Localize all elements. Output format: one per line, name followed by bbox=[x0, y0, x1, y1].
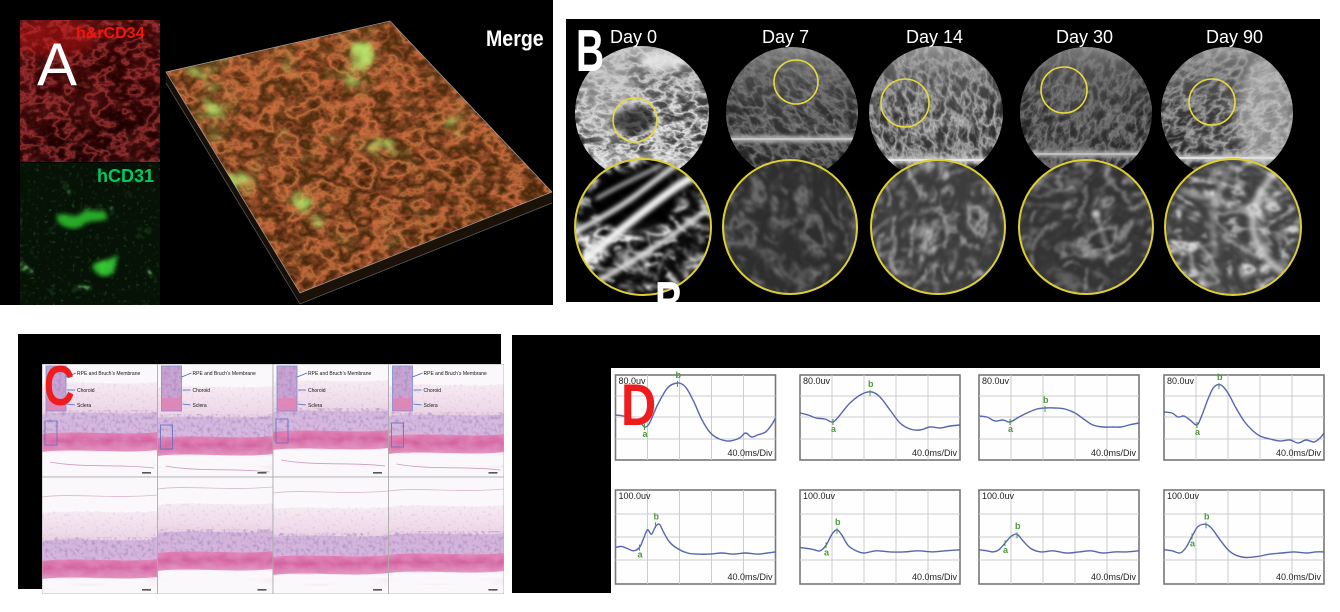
svg-text:Sclera: Sclera bbox=[308, 403, 322, 409]
svg-text:100.0uv: 100.0uv bbox=[619, 491, 652, 501]
svg-text:b: b bbox=[868, 379, 874, 389]
svg-text:80.0uv: 80.0uv bbox=[1167, 376, 1195, 386]
svg-text:40.0ms/Div: 40.0ms/Div bbox=[727, 448, 773, 458]
svg-text:b: b bbox=[1043, 395, 1049, 405]
svg-text:Choroid: Choroid bbox=[77, 388, 95, 394]
svg-text:a: a bbox=[824, 547, 830, 557]
svg-text:a: a bbox=[1003, 545, 1009, 555]
svg-text:80.0uv: 80.0uv bbox=[803, 376, 831, 386]
svg-text:a: a bbox=[831, 424, 837, 434]
svg-text:a: a bbox=[1190, 538, 1196, 548]
svg-text:Sclera: Sclera bbox=[193, 403, 207, 409]
svg-text:40.0ms/Div: 40.0ms/Div bbox=[912, 572, 958, 582]
svg-text:Sclera: Sclera bbox=[424, 403, 438, 409]
svg-text:RPE and Bruch’s Membrane: RPE and Bruch’s Membrane bbox=[77, 371, 140, 377]
svg-text:80.0uv: 80.0uv bbox=[982, 376, 1010, 386]
svg-text:40.0ms/Div: 40.0ms/Div bbox=[1276, 448, 1322, 458]
svg-text:a: a bbox=[1195, 427, 1201, 437]
svg-text:b: b bbox=[1217, 372, 1223, 382]
svg-text:40.0ms/Div: 40.0ms/Div bbox=[1091, 448, 1137, 458]
svg-text:a: a bbox=[1008, 424, 1014, 434]
svg-text:b: b bbox=[835, 517, 841, 527]
svg-text:40.0ms/Div: 40.0ms/Div bbox=[727, 572, 773, 582]
svg-text:40.0ms/Div: 40.0ms/Div bbox=[912, 448, 958, 458]
svg-text:100.0uv: 100.0uv bbox=[1167, 491, 1200, 501]
svg-text:100.0uv: 100.0uv bbox=[803, 491, 836, 501]
svg-text:RPE and Bruch’s Membrane: RPE and Bruch’s Membrane bbox=[308, 371, 371, 377]
svg-text:80.0uv: 80.0uv bbox=[619, 376, 647, 386]
svg-text:b: b bbox=[654, 511, 660, 521]
svg-text:Choroid: Choroid bbox=[193, 388, 211, 394]
svg-text:b: b bbox=[676, 370, 682, 380]
svg-text:40.0ms/Div: 40.0ms/Div bbox=[1091, 572, 1137, 582]
svg-text:RPE and Bruch’s Membrane: RPE and Bruch’s Membrane bbox=[193, 371, 256, 377]
svg-text:Choroid: Choroid bbox=[308, 388, 326, 394]
svg-text:100.0uv: 100.0uv bbox=[982, 491, 1015, 501]
svg-text:a: a bbox=[638, 550, 644, 560]
svg-text:b: b bbox=[1015, 521, 1021, 531]
svg-text:b: b bbox=[1204, 511, 1210, 521]
svg-text:40.0ms/Div: 40.0ms/Div bbox=[1276, 572, 1322, 582]
svg-text:RPE and Bruch’s Membrane: RPE and Bruch’s Membrane bbox=[424, 371, 487, 377]
svg-text:Sclera: Sclera bbox=[77, 403, 91, 409]
svg-text:Choroid: Choroid bbox=[424, 388, 442, 394]
svg-text:a: a bbox=[643, 429, 649, 439]
